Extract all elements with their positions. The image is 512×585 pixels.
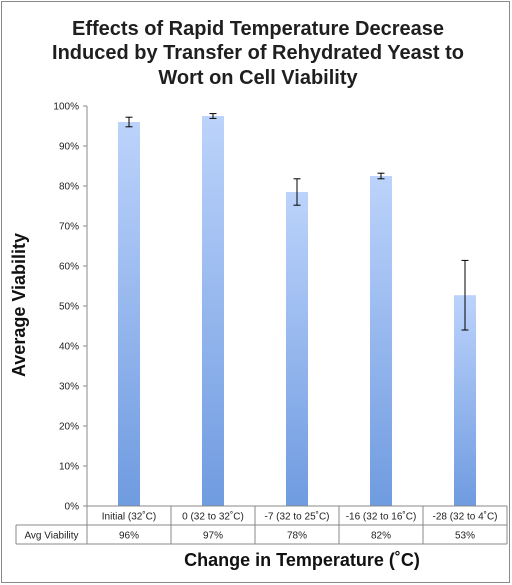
y-tick-label: 30% [59, 382, 79, 393]
error-bar [209, 113, 217, 119]
error-bar [461, 259, 469, 331]
bar [118, 122, 140, 506]
table-value-cell: 82% [371, 531, 391, 542]
y-tick-label: 90% [59, 142, 79, 153]
y-axis-ticks: 0% 10% 20% 30% 40% 50% 60% 70% 80% 90% 100% [53, 102, 87, 513]
bar [202, 116, 224, 506]
table-value-cell: 96% [119, 531, 139, 542]
x-category-label: Initial (32˚C) [102, 511, 156, 523]
y-tick-label: 80% [59, 182, 79, 193]
y-tick-label: 40% [59, 342, 79, 353]
error-bar [377, 172, 385, 180]
y-tick-label: 100% [53, 102, 79, 113]
y-tick-label: 50% [59, 302, 79, 313]
chart-title-line-1: Effects of Rapid Temperature Decrease [72, 18, 444, 40]
table-value-cell: 78% [287, 531, 307, 542]
error-bars [125, 113, 469, 331]
x-category-label: -7 (32 to 25˚C) [264, 511, 329, 523]
y-tick-label: 10% [59, 462, 79, 473]
bar [454, 295, 476, 506]
bar [370, 176, 392, 506]
error-bar [293, 178, 301, 206]
chart-title-line-2: Induced by Transfer of Rehydrated Yeast … [52, 42, 464, 64]
axes [86, 106, 507, 507]
error-bar [125, 116, 133, 128]
y-axis-title: Average Viability [9, 233, 29, 377]
data-table: Avg Viability Initial (32˚C) 96% 0 (32 to 3… [15, 506, 508, 545]
y-tick-label: 70% [59, 222, 79, 233]
x-category-label: 0 (32 to 32˚C) [182, 511, 244, 523]
chart-title-line-3: Wort on Cell Viability [158, 67, 358, 89]
x-category-label: -28 (32 to 4˚C) [432, 511, 497, 523]
table-series-label: Avg Viability [24, 531, 78, 542]
table-value-cell: 53% [455, 531, 475, 542]
chart-title: Effects of Rapid Temperature Decrease In… [52, 18, 464, 89]
y-tick-label: 20% [59, 422, 79, 433]
y-tick-label: 0% [65, 502, 80, 513]
x-category-label: -16 (32 to 16˚C) [346, 511, 417, 523]
bar [286, 192, 308, 506]
bars [118, 116, 476, 506]
table-value-cell: 97% [203, 531, 223, 542]
y-tick-label: 60% [59, 262, 79, 273]
x-axis-title: Change in Temperature (˚C) [184, 550, 420, 570]
